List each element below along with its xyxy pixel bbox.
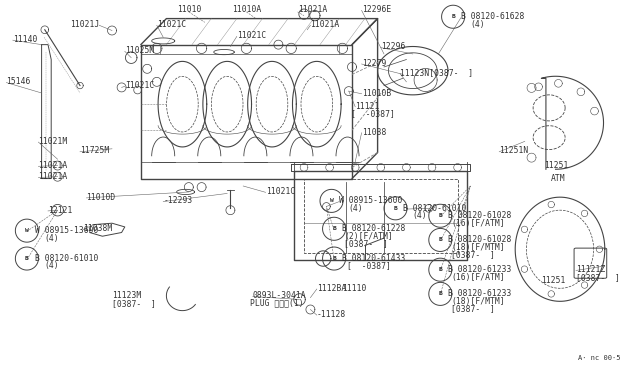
Text: W: W — [25, 228, 29, 233]
Text: 11010D: 11010D — [86, 193, 116, 202]
Text: 11725M: 11725M — [80, 146, 109, 155]
Text: 11021A: 11021A — [310, 20, 340, 29]
Text: B: B — [451, 14, 455, 19]
Text: 11140: 11140 — [13, 35, 37, 44]
Text: [0387-  ]: [0387- ] — [344, 239, 388, 248]
Text: B 08120-61433: B 08120-61433 — [342, 254, 406, 263]
Text: B 08120-61228: B 08120-61228 — [342, 224, 406, 233]
Text: B 08120-61028: B 08120-61028 — [448, 211, 511, 220]
Text: [  -0387]: [ -0387] — [347, 262, 391, 270]
Text: B: B — [438, 291, 442, 296]
Text: B: B — [438, 237, 442, 243]
Text: B: B — [332, 226, 336, 231]
Text: (4): (4) — [470, 20, 485, 29]
Text: 12279: 12279 — [362, 59, 386, 68]
Text: 11021A: 11021A — [298, 5, 327, 14]
Text: B 08120-61233: B 08120-61233 — [448, 265, 511, 274]
Text: 11251: 11251 — [541, 276, 565, 285]
Text: 11121: 11121 — [355, 102, 380, 110]
Text: B: B — [332, 256, 336, 261]
Text: I1021C: I1021C — [125, 81, 154, 90]
Text: B 08120-61010: B 08120-61010 — [35, 254, 99, 263]
Text: -12293: -12293 — [163, 196, 193, 205]
Text: 11121Z: 11121Z — [576, 265, 605, 274]
Text: 11025M: 11025M — [125, 46, 154, 55]
Text: 11251: 11251 — [544, 161, 568, 170]
Text: 11021A: 11021A — [38, 161, 68, 170]
Text: 11021M: 11021M — [38, 137, 68, 146]
Text: 11021C: 11021C — [266, 187, 295, 196]
Text: 12296E: 12296E — [362, 5, 391, 14]
Text: W 08915-13600: W 08915-13600 — [339, 196, 403, 205]
Text: W 08915-13600: W 08915-13600 — [35, 226, 99, 235]
Text: ATM: ATM — [550, 174, 565, 183]
Text: (16)[F/ATM]: (16)[F/ATM] — [451, 219, 505, 228]
Text: [0387-  ]: [0387- ] — [112, 299, 156, 308]
Text: PLUG プラグ(1): PLUG プラグ(1) — [250, 299, 303, 308]
Text: 11010B: 11010B — [362, 89, 391, 97]
Text: 11110: 11110 — [342, 284, 367, 293]
Text: (18)[F/MTM]: (18)[F/MTM] — [451, 243, 505, 252]
Text: 11021A: 11021A — [38, 172, 68, 181]
Text: B: B — [438, 213, 442, 218]
Text: B: B — [438, 267, 442, 272]
Text: 12296: 12296 — [381, 42, 405, 51]
Text: [  -0387]: [ -0387] — [351, 109, 395, 118]
Text: -11128: -11128 — [317, 310, 346, 319]
Text: (2)[F/ATM]: (2)[F/ATM] — [344, 232, 393, 241]
Text: 1112BA: 1112BA — [317, 284, 346, 293]
Text: 11038M: 11038M — [83, 224, 113, 233]
Text: 11021J: 11021J — [70, 20, 99, 29]
Text: 12121: 12121 — [48, 206, 72, 215]
Text: W: W — [330, 198, 333, 203]
Text: (4): (4) — [45, 262, 60, 270]
Text: B 08120-61233: B 08120-61233 — [448, 289, 511, 298]
Text: 0893L-3041A: 0893L-3041A — [253, 291, 307, 300]
Text: 11010: 11010 — [177, 5, 201, 14]
Text: (4): (4) — [45, 234, 60, 243]
Text: [0387-  ]: [0387- ] — [576, 273, 620, 282]
Text: (4): (4) — [413, 211, 428, 220]
Text: A· nc 00·5: A· nc 00·5 — [579, 355, 621, 361]
Text: 11123N[0387-  ]: 11123N[0387- ] — [400, 68, 473, 77]
Text: 11251N: 11251N — [499, 146, 529, 155]
Text: 11021C: 11021C — [157, 20, 186, 29]
Text: 15146: 15146 — [6, 77, 31, 86]
Text: (18)[F/MTM]: (18)[F/MTM] — [451, 297, 505, 306]
Text: [0387-  ]: [0387- ] — [451, 304, 495, 313]
Text: B: B — [394, 206, 397, 211]
Text: 11010A: 11010A — [232, 5, 261, 14]
Text: B 08120-61028: B 08120-61028 — [448, 235, 511, 244]
Text: 11123M: 11123M — [112, 291, 141, 300]
Text: 11038: 11038 — [362, 128, 386, 137]
Text: [0387-  ]: [0387- ] — [451, 250, 495, 259]
Text: B: B — [25, 256, 29, 261]
Text: (4): (4) — [349, 204, 364, 213]
Text: (16)[F/ATM]: (16)[F/ATM] — [451, 273, 505, 282]
Text: B 08120-61628: B 08120-61628 — [461, 12, 524, 21]
Text: B 08120-61010: B 08120-61010 — [403, 204, 467, 213]
Text: 11021C: 11021C — [237, 31, 266, 40]
